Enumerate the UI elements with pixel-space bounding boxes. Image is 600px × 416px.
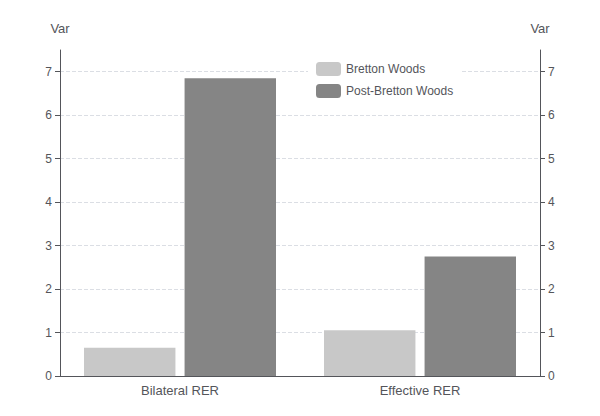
svg-text:0: 0	[548, 369, 555, 383]
svg-text:Post-Bretton Woods: Post-Bretton Woods	[346, 84, 453, 98]
svg-text:0: 0	[45, 369, 52, 383]
svg-text:6: 6	[548, 108, 555, 122]
svg-text:2: 2	[45, 282, 52, 296]
svg-text:5: 5	[548, 152, 555, 166]
svg-text:Var: Var	[530, 21, 550, 36]
svg-text:Effective RER: Effective RER	[380, 383, 461, 398]
svg-text:1: 1	[45, 326, 52, 340]
svg-text:4: 4	[548, 195, 555, 209]
svg-text:1: 1	[548, 326, 555, 340]
svg-text:2: 2	[548, 282, 555, 296]
svg-text:Var: Var	[50, 21, 70, 36]
svg-text:Bilateral RER: Bilateral RER	[141, 383, 219, 398]
svg-text:6: 6	[45, 108, 52, 122]
svg-text:4: 4	[45, 195, 52, 209]
svg-text:3: 3	[548, 239, 555, 253]
svg-text:Bretton Woods: Bretton Woods	[346, 62, 425, 76]
svg-text:3: 3	[45, 239, 52, 253]
svg-text:5: 5	[45, 152, 52, 166]
svg-text:7: 7	[548, 65, 555, 79]
svg-text:7: 7	[45, 65, 52, 79]
